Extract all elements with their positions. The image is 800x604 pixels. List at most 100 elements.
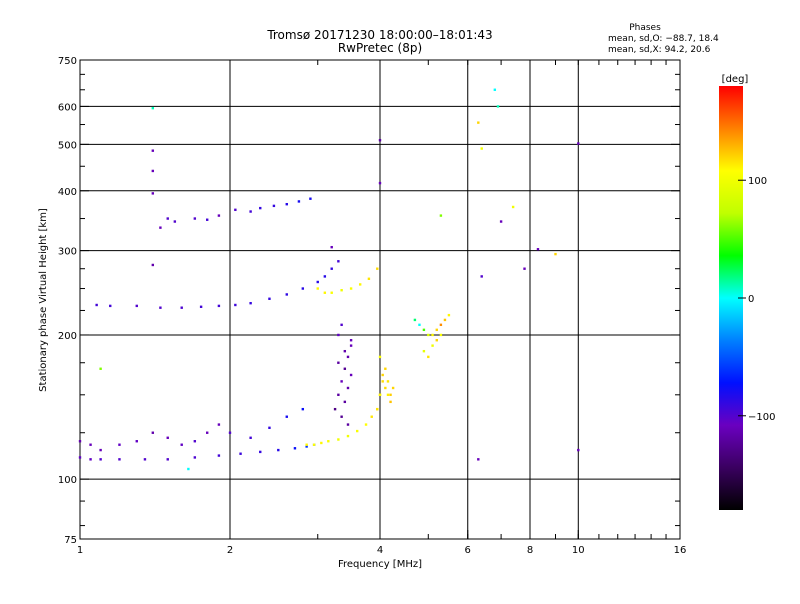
data-point: [330, 267, 333, 270]
data-point: [89, 443, 92, 446]
axis-ticks: 1 2 4 6 8 10 16 75 100 200 300 400 500 600 750: [58, 56, 686, 556]
data-point: [305, 445, 308, 448]
data-point: [217, 214, 221, 217]
data-point: [337, 438, 340, 441]
phases-line-o: mean, sd,O: −88.7, 18.4: [608, 34, 719, 44]
data-point: [480, 147, 483, 150]
data-point: [268, 426, 271, 430]
data-point: [493, 88, 497, 91]
data-point: [217, 423, 221, 426]
data-point: [536, 248, 540, 251]
data-point: [95, 303, 98, 307]
data-point: [496, 105, 500, 108]
data-point: [378, 393, 382, 397]
data-point: [435, 328, 438, 332]
data-point: [343, 400, 347, 404]
data-point: [378, 181, 382, 185]
data-point: [151, 263, 155, 267]
data-point: [159, 226, 162, 229]
data-points: [78, 88, 580, 471]
y-tick-label: 500: [58, 140, 77, 151]
colorbar-tick-label: 100: [748, 176, 767, 187]
data-point: [346, 423, 350, 426]
y-tick-label: 750: [58, 56, 77, 67]
data-point: [193, 440, 197, 443]
data-point: [285, 202, 288, 206]
data-point: [293, 447, 297, 450]
data-point: [477, 121, 480, 124]
data-point: [418, 323, 421, 327]
data-point: [234, 303, 237, 307]
data-point: [309, 197, 312, 200]
data-point: [358, 283, 362, 286]
data-point: [364, 423, 368, 426]
data-point: [99, 458, 102, 461]
data-point: [151, 169, 155, 173]
data-point: [422, 349, 426, 353]
data-point: [427, 355, 430, 359]
data-point: [391, 386, 395, 390]
data-point: [376, 267, 379, 270]
y-tick-label: 75: [64, 535, 77, 546]
phases-line-x: mean, sd,X: 94.2, 20.6: [608, 45, 711, 55]
data-point: [427, 333, 430, 337]
data-point: [337, 260, 340, 263]
data-point: [337, 361, 340, 364]
data-point: [349, 287, 353, 290]
data-point: [166, 458, 169, 461]
data-point: [249, 210, 252, 213]
data-point: [151, 192, 155, 195]
data-point: [523, 267, 526, 270]
data-point: [389, 400, 392, 404]
y-tick-label: 100: [58, 475, 77, 486]
data-point: [316, 280, 319, 284]
data-point: [413, 318, 417, 322]
data-point: [301, 287, 305, 290]
data-point: [301, 407, 305, 411]
data-point: [378, 139, 382, 142]
data-point: [99, 448, 102, 452]
data-point: [327, 440, 330, 443]
data-point: [330, 245, 333, 249]
grid-lines: [80, 60, 680, 539]
data-point: [239, 452, 242, 455]
x-tick-label: 6: [465, 545, 471, 556]
data-point: [259, 450, 262, 454]
data-point: [422, 328, 426, 332]
x-tick-label: 16: [674, 545, 687, 556]
data-point: [151, 149, 155, 152]
data-point: [439, 323, 443, 327]
data-point: [340, 323, 343, 327]
data-point: [367, 277, 371, 280]
chart-title: Tromsø 20171230 18:00:00–18:01:43: [266, 28, 492, 42]
data-point: [166, 217, 169, 220]
data-point: [193, 217, 197, 220]
data-point: [511, 205, 515, 209]
data-point: [285, 293, 288, 296]
data-point: [109, 304, 112, 308]
y-tick-label: 600: [58, 102, 77, 113]
data-point: [349, 373, 353, 377]
data-point: [577, 142, 580, 145]
y-tick-label: 200: [58, 331, 77, 342]
data-point: [431, 344, 434, 347]
data-point: [159, 306, 162, 309]
data-point: [346, 386, 350, 390]
data-point: [166, 436, 169, 439]
data-point: [151, 431, 155, 434]
data-point: [268, 297, 271, 300]
data-point: [349, 339, 353, 342]
data-point: [312, 443, 316, 446]
data-point: [384, 367, 387, 370]
chart-subtitle: RwPretec (8p): [338, 41, 422, 55]
data-point: [343, 349, 347, 353]
colorbar-ticks: 100 0 −100: [738, 176, 775, 423]
data-point: [118, 443, 121, 446]
data-point: [277, 448, 280, 452]
data-point: [180, 306, 183, 309]
data-point: [205, 431, 209, 434]
data-point: [143, 458, 147, 461]
data-point: [249, 301, 252, 305]
